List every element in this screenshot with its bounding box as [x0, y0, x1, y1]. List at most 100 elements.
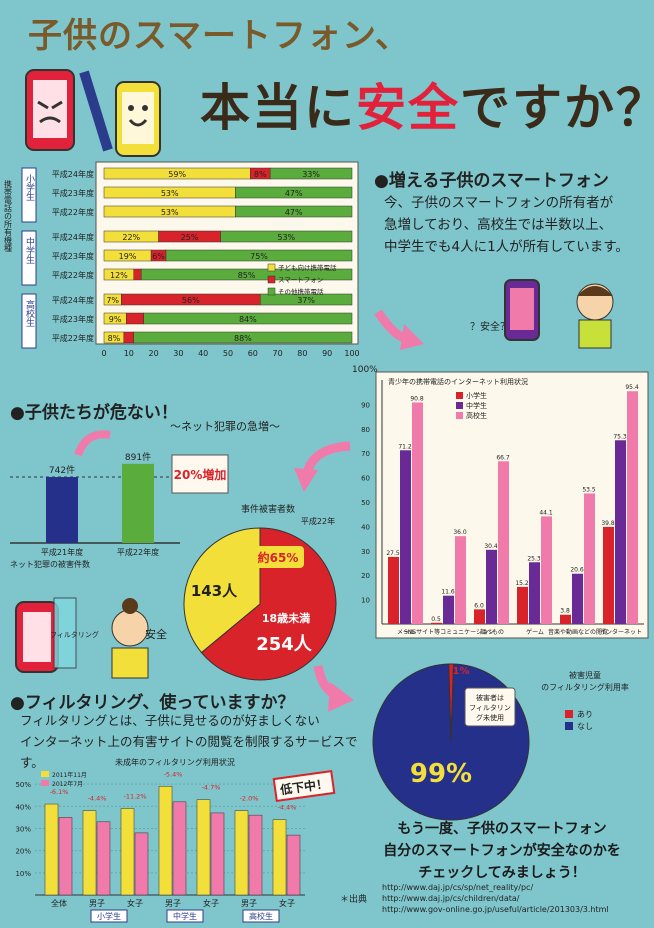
bar-label: 19% — [119, 252, 137, 261]
annotation: フィルタリン — [469, 703, 511, 712]
x-tick-label: 女子 — [279, 898, 295, 908]
section1-body: 今、子供のスマートフォンの所有者が 急増しており、高校生では半数以上、 中学生で… — [384, 192, 652, 258]
bar-value-label: 20.6 — [570, 567, 584, 574]
bar-label: 59% — [168, 170, 186, 179]
x-tick-label: 90 — [322, 349, 332, 358]
annotation-box — [464, 687, 516, 727]
bar-label: 47% — [285, 208, 303, 217]
annotation: 20%増加 — [174, 467, 227, 482]
annotation: 低下中！ — [278, 776, 329, 798]
bar-label: 75% — [250, 252, 268, 261]
phones-illustration — [25, 69, 161, 157]
pie-title: 事件被害者数 — [241, 503, 295, 515]
section1-line: 今、子供のスマートフォンの所有者が — [384, 195, 614, 211]
title-line2-a: 本当に — [200, 79, 356, 137]
bar-value-label: 53.5 — [582, 486, 596, 493]
bar — [158, 786, 173, 896]
slice-label: 1% — [453, 666, 470, 677]
legend-label: その他携帯電話 — [278, 287, 324, 296]
bar — [210, 812, 225, 896]
y-tick-label: 30% — [15, 825, 31, 833]
group-label-box — [21, 293, 37, 349]
change-label: -4.4% — [88, 795, 107, 803]
group-label-box — [21, 167, 37, 223]
group-label-box — [166, 909, 204, 923]
legend-swatch — [267, 287, 276, 296]
arrow-icon — [313, 665, 354, 712]
conclusion-line: チェックしてみましょう！ — [418, 865, 586, 881]
y-tick-label: 70 — [361, 450, 370, 458]
bar — [58, 817, 73, 896]
bar — [120, 808, 135, 896]
bullet-icon: ● — [374, 171, 389, 191]
legend-swatch — [41, 771, 49, 777]
annotation: グ未使用 — [476, 713, 504, 722]
bar-value-label: 27.5 — [386, 550, 400, 557]
change-label: -2.0% — [240, 795, 259, 803]
pie-title: のフィルタリング利用率 — [541, 682, 629, 692]
bar-label: 33% — [302, 170, 320, 179]
bar — [46, 477, 78, 543]
y-tick-label: 40 — [361, 523, 370, 531]
bar-label: 53% — [161, 189, 179, 198]
bar-label: 84% — [239, 315, 257, 324]
bar-label: 22% — [122, 233, 140, 242]
slash-mark — [79, 70, 113, 152]
stacked-bar — [143, 312, 353, 325]
x-tick-label: 70 — [273, 349, 283, 358]
bar-label: 12% — [110, 271, 128, 280]
legend-label: 子ども向け携帯電話 — [278, 263, 337, 272]
y-tick-label: 60 — [361, 475, 370, 483]
legend-swatch — [456, 412, 463, 419]
bar-value-label: 30.4 — [484, 543, 498, 550]
title-line2-c: ですか？ — [460, 79, 654, 137]
anzen-label: 安全 — [145, 628, 167, 641]
bar-label: 53% — [277, 233, 295, 242]
change-label: -11.2% — [124, 792, 147, 800]
chart-title: 青少年の携帯電話のインターネット利用状況 — [388, 377, 528, 386]
bar-value-label: 95.4 — [625, 384, 639, 391]
group-label: 高校生 — [24, 299, 35, 327]
bar — [498, 461, 509, 624]
x-tick-label: 50 — [223, 349, 233, 358]
conclusion-line: もう一度、子供のスマートフォン — [397, 821, 607, 837]
stacked-bar — [140, 268, 353, 281]
legend-label: 2012年7月 — [52, 780, 83, 788]
bar — [486, 549, 497, 624]
stacked-bar — [269, 167, 353, 180]
source-url: http://www.daj.jp/cs/children/data/ — [382, 894, 520, 903]
legend-swatch — [267, 275, 276, 284]
row-label: 平成24年度 — [52, 295, 94, 305]
legend-swatch — [456, 392, 463, 399]
arrow-icon — [374, 309, 424, 350]
row-label: 平成24年度 — [52, 169, 94, 179]
x-tick-label: 女子 — [203, 898, 219, 908]
section2-subheading: ～ネット犯罪の急増～ — [170, 420, 280, 433]
bar — [474, 609, 485, 624]
bar — [248, 814, 263, 896]
y-axis-label: 携帯電話の所有機種 — [4, 179, 13, 253]
angry-phone-icon — [25, 69, 75, 151]
row-label: 平成22年度 — [52, 207, 94, 217]
slice-label: 143人 — [191, 582, 238, 600]
row-label: 平成22年度 — [52, 333, 94, 343]
title-line2-b: 安全 — [356, 79, 460, 137]
boy-illustration — [504, 279, 614, 349]
x-tick-label: ゲーム — [526, 628, 544, 636]
legend-swatch — [456, 402, 463, 409]
bar-label: 7% — [106, 296, 119, 305]
bar — [96, 821, 111, 896]
bar-value-label: 75.3 — [613, 433, 627, 440]
bar — [286, 834, 301, 896]
annotation-box — [171, 454, 229, 494]
row-label: 平成23年度 — [52, 251, 94, 261]
source-url: http://www.daj.jp/cs/sp/net_reality/pc/ — [382, 883, 534, 892]
y-tick-label: 50% — [15, 781, 31, 789]
pie-title: 被害児童 — [569, 670, 601, 680]
title-line2: 本当に安全ですか？ — [200, 68, 654, 140]
bar — [455, 536, 466, 624]
annotation: 被害者は — [476, 693, 504, 702]
